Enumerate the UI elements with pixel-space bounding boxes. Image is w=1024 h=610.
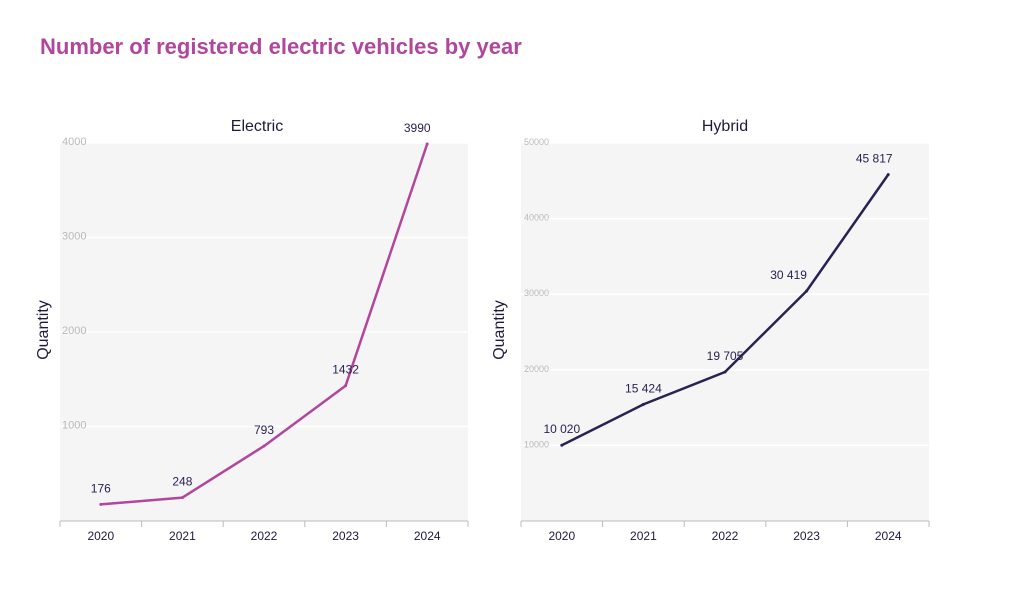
data-point	[641, 402, 645, 406]
chart-title: Hybrid	[702, 118, 748, 135]
data-label: 3990	[404, 121, 431, 135]
data-point	[99, 502, 103, 506]
data-label: 248	[172, 475, 192, 489]
data-point	[560, 443, 564, 447]
data-label: 793	[254, 423, 274, 437]
chart-electric: 1000 2000 3000 4000 2020 2021 2022 2023 2024 Elec…	[35, 118, 469, 543]
y-tick-label: 20000	[524, 364, 549, 374]
data-label: 45 817	[856, 152, 893, 166]
y-tick-label: 30000	[524, 288, 549, 298]
data-point	[344, 384, 348, 388]
data-label: 15 424	[625, 381, 662, 395]
y-tick-label: 3000	[62, 231, 86, 243]
x-tick-label: 2021	[630, 529, 657, 543]
x-tick-label: 2020	[87, 529, 114, 543]
data-point	[805, 289, 809, 293]
data-point	[262, 444, 266, 448]
y-tick-label: 1000	[62, 420, 86, 432]
page-title: Number of registered electric vehicles b…	[40, 34, 522, 59]
x-tick-label: 2024	[875, 529, 902, 543]
y-axis-label: Quantity	[35, 300, 52, 360]
y-tick-label: 2000	[62, 325, 86, 337]
plot-background	[521, 143, 929, 521]
x-tick-label: 2022	[251, 529, 278, 543]
x-tick-label: 2024	[414, 529, 441, 543]
x-tick-label: 2021	[169, 529, 196, 543]
chart-title: Electric	[231, 118, 283, 135]
x-tick-label: 2023	[332, 529, 359, 543]
data-point	[425, 142, 429, 146]
y-tick-label: 50000	[524, 137, 549, 147]
data-label: 176	[91, 481, 111, 495]
data-label: 1432	[332, 363, 359, 377]
x-tick-label: 2022	[712, 529, 739, 543]
y-tick-label: 10000	[524, 439, 549, 449]
y-axis-label: Quantity	[491, 300, 508, 360]
y-tick-label: 4000	[62, 136, 86, 148]
data-point	[723, 370, 727, 374]
data-label: 10 020	[543, 422, 580, 436]
data-label: 30 419	[770, 268, 807, 282]
x-tick-label: 2023	[793, 529, 820, 543]
chart-hybrid: 10000 20000 30000 40000 50000 2020 2021 2022 202…	[491, 118, 930, 543]
data-label: 19 705	[707, 349, 744, 363]
data-point	[180, 496, 184, 500]
x-tick-label: 2020	[548, 529, 575, 543]
data-point	[886, 173, 890, 177]
y-tick-label: 40000	[524, 213, 549, 223]
